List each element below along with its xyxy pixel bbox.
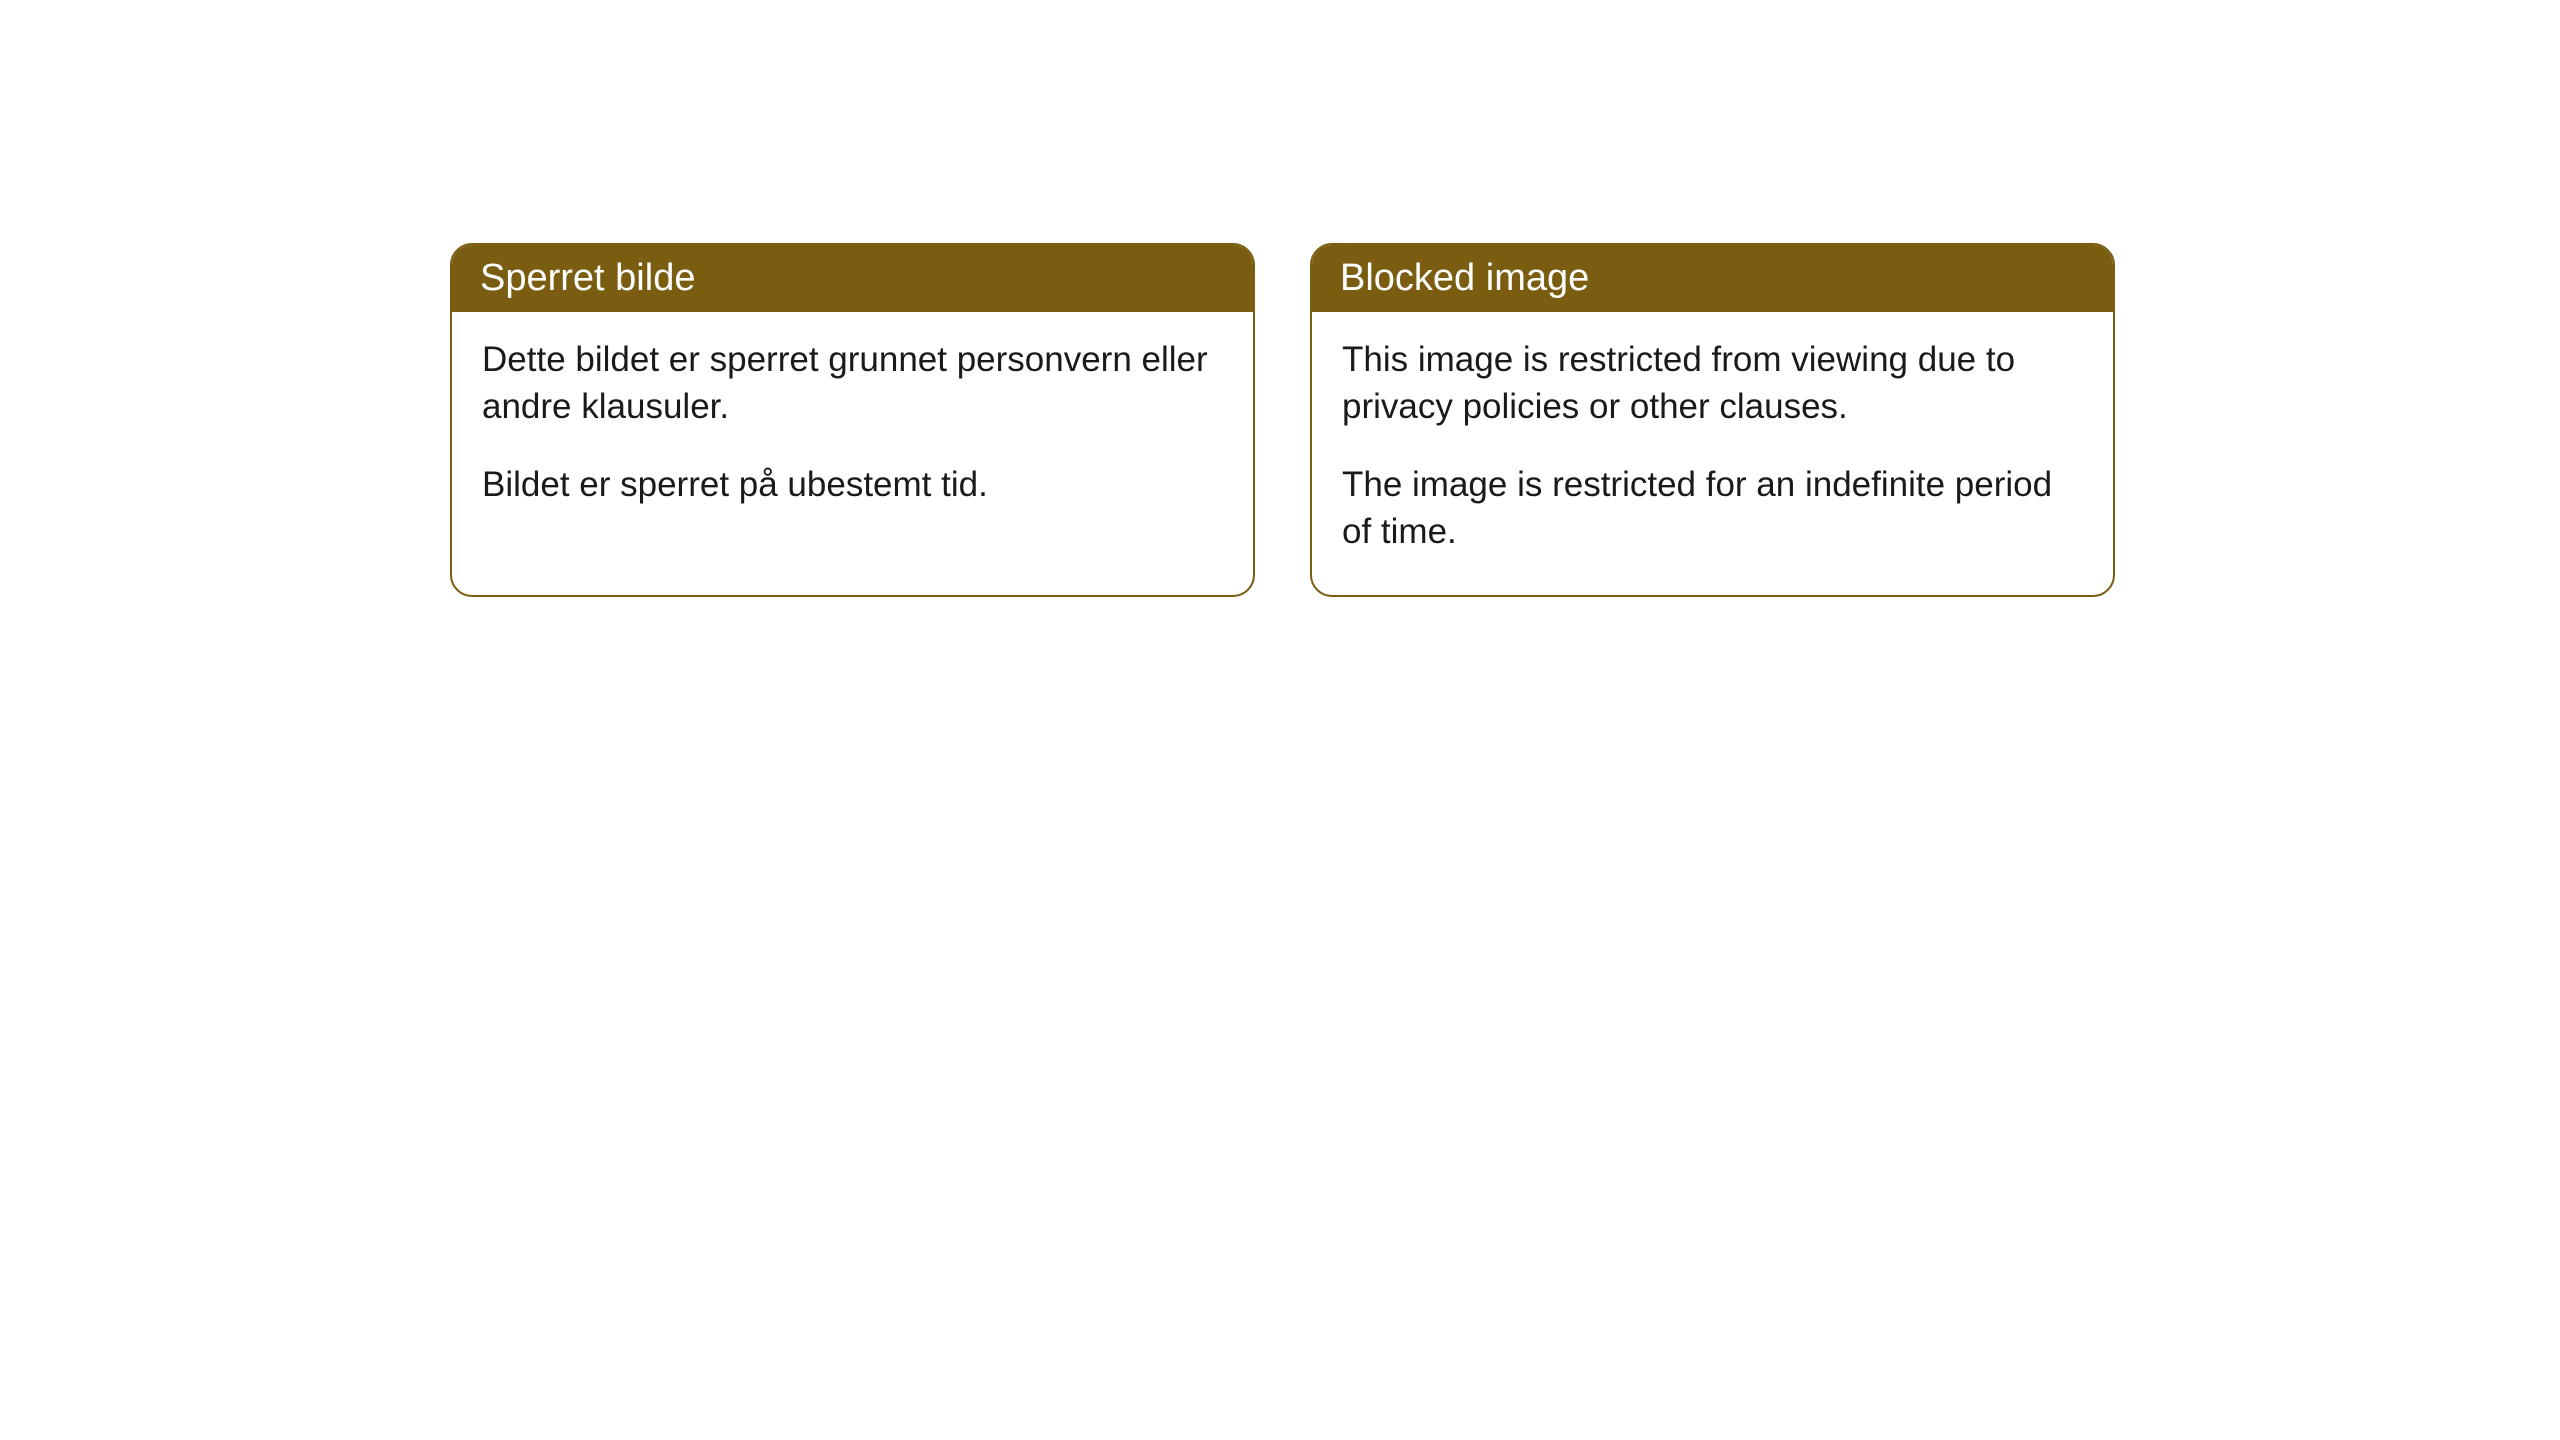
card-paragraph: Dette bildet er sperret grunnet personve… — [482, 336, 1223, 431]
card-title: Blocked image — [1340, 257, 1589, 299]
card-body-english: This image is restricted from viewing du… — [1312, 312, 2113, 595]
card-title: Sperret bilde — [480, 257, 695, 299]
card-header-norwegian: Sperret bilde — [452, 245, 1253, 312]
card-paragraph: Bildet er sperret på ubestemt tid. — [482, 461, 1223, 508]
card-paragraph: This image is restricted from viewing du… — [1342, 336, 2083, 431]
card-paragraph: The image is restricted for an indefinit… — [1342, 461, 2083, 556]
blocked-image-card-english: Blocked image This image is restricted f… — [1310, 243, 2115, 597]
notice-cards-container: Sperret bilde Dette bildet er sperret gr… — [450, 243, 2560, 597]
card-header-english: Blocked image — [1312, 245, 2113, 312]
card-body-norwegian: Dette bildet er sperret grunnet personve… — [452, 312, 1253, 548]
blocked-image-card-norwegian: Sperret bilde Dette bildet er sperret gr… — [450, 243, 1255, 597]
